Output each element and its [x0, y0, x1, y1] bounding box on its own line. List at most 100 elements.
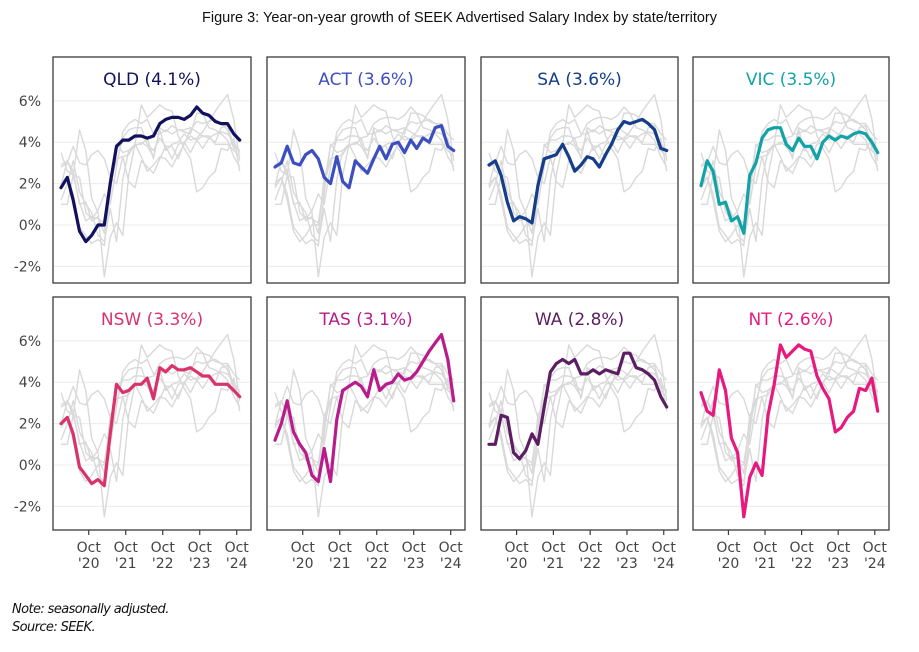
x-tick-label: '22 [791, 556, 813, 572]
x-tick-label: Oct [291, 540, 316, 556]
x-tick-label: '24 [653, 556, 675, 572]
background-line-nsw [488, 364, 668, 487]
x-tick-label: Oct [114, 540, 139, 556]
panel-title-sa: SA (3.6%) [537, 70, 622, 90]
x-tick-label: Oct [225, 540, 250, 556]
series-line-act [273, 123, 456, 190]
background-line-qld [700, 106, 879, 243]
background-line-qld [274, 106, 455, 243]
y-tick-label: 4% [19, 375, 41, 391]
panel-frame [266, 296, 466, 531]
x-tick-label: '21 [329, 556, 351, 572]
x-tick-label: Oct [863, 540, 888, 556]
series-line-vic [699, 126, 880, 235]
background-line-vic [274, 367, 455, 474]
series-line-wa [487, 351, 669, 461]
background-line-act [700, 364, 879, 429]
background-line-nsw [274, 364, 455, 487]
x-tick-label: '24 [864, 556, 886, 572]
y-tick-label: 2% [19, 177, 41, 193]
panel-title-wa: WA (2.8%) [535, 310, 624, 330]
background-line-vic [700, 367, 879, 474]
x-tick-label: Oct [365, 540, 390, 556]
x-tick-label: '23 [827, 556, 849, 572]
x-tick-label: Oct [77, 540, 102, 556]
x-tick-label: '20 [718, 556, 740, 572]
background-line-nsw [60, 124, 241, 247]
panel-frame [692, 56, 890, 284]
x-tick-label: '20 [506, 556, 528, 572]
x-tick-label: '23 [616, 556, 638, 572]
x-tick-label: '22 [579, 556, 601, 572]
panel-frame [480, 56, 679, 284]
panel-frame [480, 296, 679, 531]
background-line-nsw [700, 364, 879, 487]
y-tick-label: -2% [14, 259, 41, 275]
background-line-nsw [274, 124, 455, 247]
x-tick-label: '20 [78, 556, 100, 572]
background-line-tas [60, 93, 241, 243]
note-text: Note: seasonally adjusted. [12, 602, 169, 617]
series-line-nt [699, 343, 880, 519]
panel-title-qld: QLD (4.1%) [103, 70, 201, 90]
series-line-sa [487, 117, 669, 225]
background-line-qld [274, 346, 455, 483]
background-line-qld [488, 106, 668, 243]
background-line-vic [488, 126, 668, 235]
background-line-tas [700, 333, 879, 483]
background-line-nsw [700, 124, 879, 247]
x-tick-label: Oct [716, 540, 741, 556]
y-tick-label: -2% [14, 499, 41, 515]
facet-panel-vic: VIC (3.5%) [692, 56, 890, 284]
x-tick-label: Oct [402, 540, 427, 556]
x-tick-label: Oct [328, 540, 353, 556]
background-line-nt [60, 344, 241, 518]
x-tick-label: Oct [188, 540, 213, 556]
facet-panel-nsw: NSW (3.3%)-2%0%2%4%6%Oct'20Oct'21Oct'22O… [14, 296, 252, 572]
background-line-nt [488, 344, 668, 518]
chart-title: Figure 3: Year-on-year growth of SEEK Ad… [201, 10, 717, 26]
background-line-wa [61, 112, 241, 220]
x-tick-label: Oct [652, 540, 677, 556]
background-line-tas [700, 93, 879, 243]
background-line-nt [60, 104, 241, 278]
background-line-nt [700, 104, 879, 278]
series-line-tas [273, 333, 456, 484]
x-tick-label: '21 [115, 556, 137, 572]
y-tick-label: 0% [19, 218, 41, 234]
series-line-qld [59, 105, 242, 244]
x-tick-label: Oct [541, 540, 566, 556]
background-line-tas [274, 93, 455, 243]
panel-frame [692, 296, 890, 531]
background-line-nsw [488, 124, 668, 247]
background-line-act [60, 124, 241, 189]
facet-panel-qld: QLD (4.1%) -2% 0% 2% 4% 6% [14, 56, 252, 284]
x-tick-label: Oct [615, 540, 640, 556]
x-tick-label: '20 [292, 556, 314, 572]
x-tick-label: Oct [439, 540, 464, 556]
background-line-nt [274, 104, 455, 278]
background-line-tas [488, 333, 668, 483]
x-tick-label: Oct [151, 540, 176, 556]
x-tick-label: Oct [826, 540, 851, 556]
series-line-nsw [59, 364, 242, 488]
panel-frame [52, 296, 252, 531]
background-line-act [488, 364, 668, 429]
y-tick-label: 2% [19, 417, 41, 433]
background-line-wa [275, 112, 455, 220]
x-tick-label: '23 [403, 556, 425, 572]
panel-frame [52, 56, 252, 284]
background-line-qld [60, 346, 241, 483]
x-tick-label: '22 [152, 556, 174, 572]
panel-title-nsw: NSW (3.3%) [101, 310, 203, 330]
y-tick-label: 4% [19, 135, 41, 151]
panel-frame [266, 56, 466, 284]
background-line-wa [61, 352, 241, 460]
x-tick-label: '21 [543, 556, 565, 572]
background-line-wa [275, 352, 455, 460]
y-tick-label: 6% [19, 334, 41, 350]
y-tick-label: 6% [19, 94, 41, 110]
